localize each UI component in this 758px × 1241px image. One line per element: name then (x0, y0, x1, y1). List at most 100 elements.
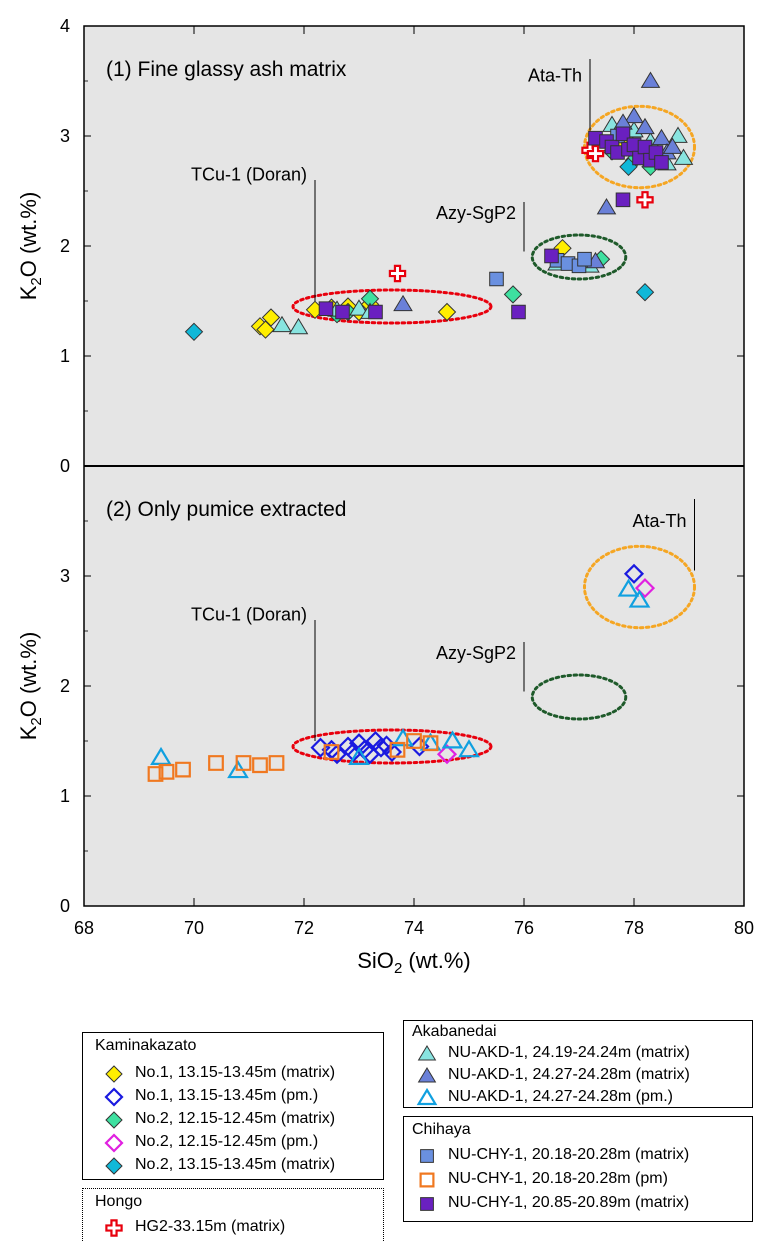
annotation-label: TCu-1 (Doran) (191, 605, 307, 625)
data-point (635, 282, 655, 302)
annotation-label: Ata-Th (632, 511, 686, 531)
legend-akabanedai: Akabanedai NU-AKD-1, 24.19-24.24m (matri… (403, 1020, 753, 1108)
panel-title: (1) Fine glassy ash matrix (106, 58, 347, 81)
data-point (511, 304, 526, 320)
legend-hongo: Hongo HG2-33.15m (matrix) (82, 1188, 384, 1241)
data-point (617, 578, 640, 597)
data-point (623, 563, 645, 584)
legend-marker-icon (420, 1149, 434, 1163)
legend-item-label: No.2, 12.15-12.45m (pm.) (135, 1133, 319, 1150)
data-point (381, 741, 403, 763)
y-tick-label: 2 (60, 676, 70, 696)
legend-hongo-title: Hongo (95, 1193, 143, 1210)
data-point (406, 733, 422, 749)
legend-marker-icon (420, 1197, 434, 1211)
x-tick-label: 76 (514, 918, 534, 938)
data-point (184, 322, 204, 342)
legend-marker-icon (105, 1157, 123, 1175)
y-tick-label: 3 (60, 126, 70, 146)
data-point (577, 251, 592, 267)
legend-kaminakazato: Kaminakazato No.1, 13.15-13.45m (matrix)… (82, 1032, 384, 1180)
y-tick-label: 4 (60, 16, 70, 36)
data-point (268, 755, 285, 771)
legend-kaminakazato-title: Kaminakazato (95, 1037, 197, 1054)
legend-marker-icon (419, 1172, 435, 1188)
y-axis-label: K2O (wt.%) (16, 192, 45, 301)
ellipse-azy-sgp2 (530, 673, 628, 721)
x-tick-label: 70 (184, 918, 204, 938)
annotation-label: TCu-1 (Doran) (191, 165, 307, 185)
data-point (586, 144, 605, 163)
ellipse-azy-sgp2 (530, 233, 628, 281)
data-point (370, 737, 392, 758)
x-axis-label: SiO2 (wt.%) (357, 948, 470, 977)
x-tick-label: 72 (294, 918, 314, 938)
data-point (624, 106, 644, 124)
y-tick-label: 0 (60, 896, 70, 916)
data-point (335, 304, 350, 320)
data-point (393, 294, 413, 312)
data-point (389, 741, 406, 758)
data-point (436, 744, 458, 765)
data-point (635, 117, 655, 135)
data-point (422, 735, 439, 752)
legend-item-label: NU-AKD-1, 24.27-24.28m (pm.) (448, 1088, 673, 1105)
y-axis-label: K2O (wt.%) (16, 632, 45, 741)
data-point (368, 304, 383, 320)
annotation-label: Azy-SgP2 (436, 203, 516, 223)
y-tick-label: 3 (60, 566, 70, 586)
legend-marker-icon (417, 1045, 437, 1061)
data-point (348, 746, 370, 765)
legend-marker-icon (104, 1087, 124, 1107)
x-tick-label: 80 (734, 918, 754, 938)
x-tick-label: 78 (624, 918, 644, 938)
data-point (634, 578, 656, 599)
legend-item-label: NU-AKD-1, 24.19-24.24m (matrix) (448, 1044, 690, 1061)
data-point (288, 317, 309, 335)
data-point (235, 755, 252, 771)
legend-item-label: No.2, 12.15-12.45m (matrix) (135, 1110, 336, 1127)
data-point (628, 589, 651, 608)
data-point (441, 730, 464, 749)
data-point (147, 766, 164, 782)
legend-akabanedai-title: Akabanedai (412, 1023, 497, 1040)
ellipse-tcu-1 (291, 288, 493, 325)
y-tick-label: 1 (60, 346, 70, 366)
legend-item-label: No.1, 13.15-13.45m (matrix) (135, 1064, 336, 1081)
legend-chihaya-title: Chihaya (412, 1121, 471, 1138)
data-point (437, 302, 457, 322)
axes-labels: 68 70 72 74 76 78 80 SiO2 (wt.%) (74, 26, 754, 977)
data-point (326, 744, 348, 765)
data-point (252, 757, 268, 774)
data-point (208, 755, 224, 771)
data-point (489, 271, 504, 287)
y-tick-label: 1 (60, 786, 70, 806)
x-tick-label: 68 (74, 918, 94, 938)
legend-marker-icon (105, 1219, 123, 1237)
ellipse-ata-th (583, 544, 696, 630)
data-point (261, 308, 281, 327)
legend-item-label: HG2-33.15m (matrix) (135, 1218, 286, 1235)
legend-marker-icon (105, 1065, 123, 1083)
legend-item-label: NU-CHY-1, 20.18-20.28m (pm) (448, 1170, 668, 1187)
data-point (158, 763, 175, 780)
data-point (596, 198, 617, 215)
data-point (615, 192, 631, 208)
data-point (349, 299, 369, 316)
legend-item-label: No.2, 13.15-13.45m (matrix) (135, 1156, 336, 1173)
data-point (175, 761, 191, 778)
plot-frame (83, 25, 745, 907)
data-point (673, 148, 694, 165)
data-point (388, 264, 407, 283)
data-point (150, 746, 172, 765)
panel-title: (2) Only pumice extracted (106, 498, 346, 521)
legend-item-label: NU-AKD-1, 24.27-24.28m (matrix) (448, 1066, 690, 1083)
y-tick-label: 2 (60, 236, 70, 256)
annotation-label: Azy-SgP2 (436, 643, 516, 663)
chart-area: (1) Fine glassy ash matrix TCu-1 (Doran) A… (16, 16, 754, 977)
legend-item-label: No.1, 13.15-13.45m (pm.) (135, 1087, 319, 1104)
legend-item-label: NU-CHY-1, 20.18-20.28m (matrix) (448, 1146, 690, 1163)
data-point (544, 248, 559, 264)
legend-marker-icon (416, 1087, 438, 1106)
data-point (662, 137, 683, 154)
